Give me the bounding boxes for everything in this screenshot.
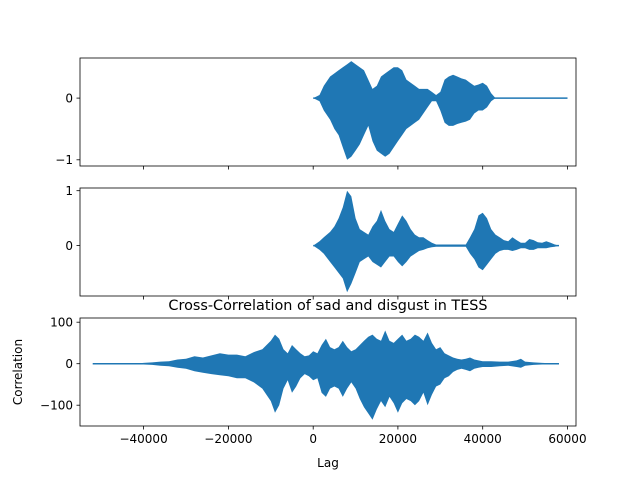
cross-correlation-y-tick-label: −100 [40,399,73,413]
signal-disgust-panel: 10 [65,184,577,300]
cross-correlation-series [92,330,559,420]
signal-disgust-y-tick-label: 1 [65,184,73,198]
signal-sad-y-tick-label: 0 [65,91,73,105]
cross-correlation-x-tick-label: −20000 [204,432,252,446]
signal-sad-y-tick-label: −1 [55,153,73,167]
signal-disgust-y-tick-label: 0 [65,239,73,253]
cross-correlation-x-tick-label: 0 [309,432,317,446]
signal-sad-panel: 0 −1 [55,57,577,170]
cross-correlation-y-tick-label: 100 [50,316,73,330]
signal-disgust-axes-frame [79,187,577,297]
cross-correlation-x-tick-label: 40000 [464,432,502,446]
cross-correlation-x-tick-label: 20000 [379,432,417,446]
cross-correlation-y-tick-label: 0 [65,357,73,371]
cross-correlation-panel: 100 0 −100 −40000 −20000 0 20000 40000 60000 [40,316,587,447]
cross-correlation-axes-frame [79,317,577,427]
cross-correlation-x-tick-label: −40000 [119,432,167,446]
signal-sad-axes-frame [79,57,577,167]
signal-disgust-series [313,190,559,293]
signal-sad-series [313,61,568,160]
y-axis-label: Correlation [11,339,25,405]
x-axis-label: Lag [317,456,339,470]
chart-title: Cross-Correlation of sad and disgust in … [168,298,487,314]
cross-correlation-x-tick-label: 60000 [548,432,586,446]
